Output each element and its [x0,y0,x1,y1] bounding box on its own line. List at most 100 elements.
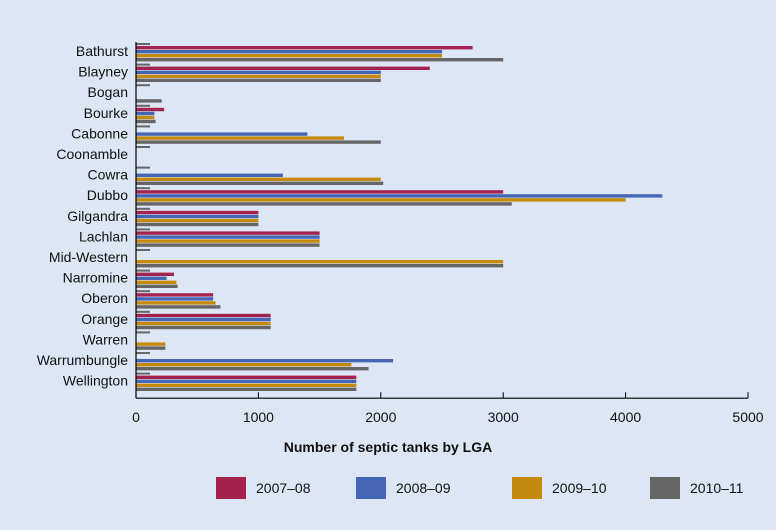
group-marker [136,249,150,251]
category-label: Warrumbungle [37,352,129,368]
x-tick-label: 2000 [365,409,396,425]
bar [136,383,357,387]
bar [136,280,177,284]
legend-label: 2008–09 [396,480,451,496]
group-marker [136,331,150,334]
category-label: Lachlan [79,228,128,244]
bar [136,115,155,120]
bar [136,54,442,58]
category-label: Gilgandra [67,208,128,224]
legend-label: 2009–10 [552,480,607,496]
bar [136,375,357,379]
x-axis-label: Number of septic tanks by LGA [284,439,492,455]
bar [136,272,174,276]
bar [136,177,381,181]
bar [136,321,271,326]
bar [136,70,381,74]
group-marker [136,372,150,375]
bar [136,325,271,330]
bar [136,317,271,322]
category-label: Wellington [63,373,128,389]
group-marker [136,146,150,148]
legend-label: 2007–08 [256,480,311,496]
category-label: Oberon [81,290,128,306]
bar [136,132,308,136]
bar [136,218,259,223]
group-marker [136,310,150,313]
bar [136,181,384,185]
legend-swatch [512,477,542,499]
group-marker [136,84,150,87]
group-marker [136,104,150,107]
bar [136,284,178,288]
x-tick-label: 0 [132,409,140,425]
category-label: Bogan [88,84,128,100]
group-marker [136,290,150,293]
x-tick-label: 5000 [732,409,763,425]
bar [136,293,214,297]
bar [136,46,473,50]
bar [136,136,345,140]
group-marker [136,269,150,272]
bar [136,198,626,202]
group-marker [136,125,150,128]
bar [136,194,663,198]
bar [136,367,369,371]
bar [136,58,504,62]
bar [136,140,381,144]
bar [136,243,320,247]
bar [136,313,271,318]
category-label: Narromine [63,270,129,286]
bar [136,50,442,54]
group-marker [136,43,150,45]
bar [136,173,283,177]
bar [136,379,357,383]
x-tick-label: 1000 [243,409,274,425]
category-label: Coonamble [56,146,128,162]
category-label: Warren [83,331,128,347]
bar [136,111,155,116]
bar [136,363,352,367]
group-marker [136,63,150,66]
group-marker [136,352,150,354]
legend-swatch [650,477,680,499]
category-label: Cowra [88,167,129,183]
bar [136,107,165,112]
x-tick-label: 3000 [488,409,519,425]
bar [136,202,512,206]
bar [136,78,381,82]
group-marker [136,207,150,210]
bar [136,297,214,301]
bar [136,99,162,103]
legend-swatch [216,477,246,499]
bar [136,301,216,305]
bar [136,342,166,346]
bar [136,239,320,243]
bar [136,119,156,124]
category-label: Mid-Western [49,249,128,265]
bar [136,231,320,235]
x-tick-label: 4000 [610,409,641,425]
bar [136,190,504,194]
bar [136,260,504,264]
bar [136,264,504,268]
bar [136,276,167,280]
category-label: Dubbo [87,187,128,203]
bar [136,66,430,70]
category-label: Blayney [78,64,128,80]
category-label: Bourke [84,105,129,121]
group-marker [136,166,150,169]
bar [136,210,259,215]
bar [136,214,259,219]
group-marker [136,187,150,190]
bar [136,359,394,363]
legend-swatch [356,477,386,499]
category-label: Bathurst [76,43,128,59]
legend-label: 2010–11 [690,480,744,496]
bar [136,74,381,78]
bar [136,235,320,239]
category-label: Orange [81,311,128,327]
bar [136,387,357,391]
